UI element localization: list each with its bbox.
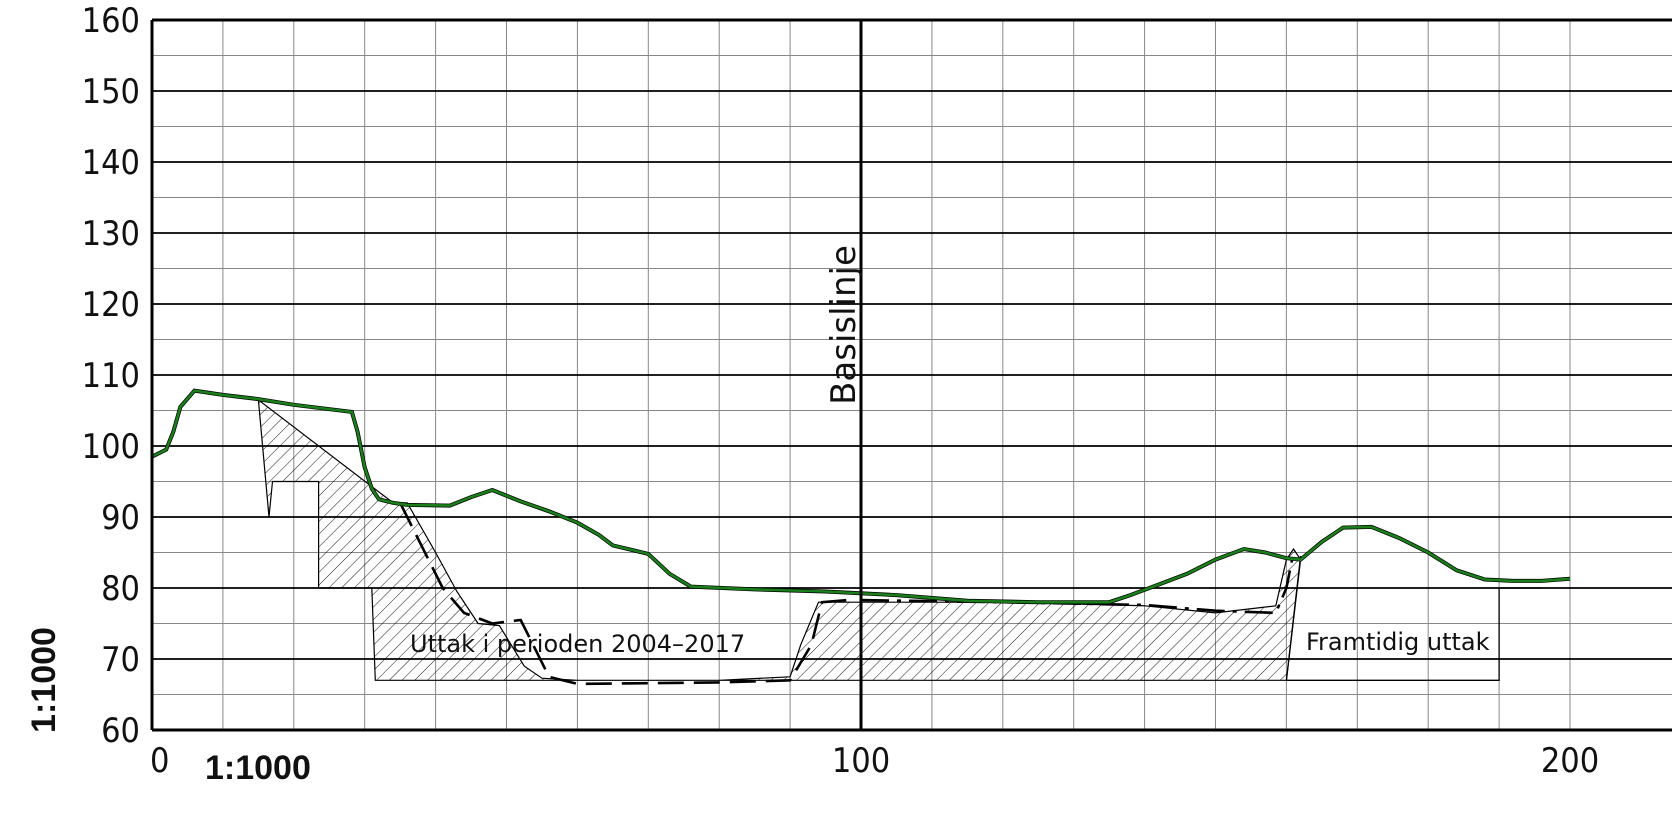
y-tick-label: 120	[82, 285, 140, 325]
x-tick-label: 100	[832, 741, 890, 781]
future-extraction-label: Framtidig uttak	[1306, 628, 1490, 656]
y-tick-label: 60	[101, 711, 140, 751]
y-tick-label: 100	[82, 427, 140, 467]
past-extraction-label: Uttak i perioden 2004–2017	[410, 630, 745, 658]
y-tick-labels: 60 70 80 90 100 110 120 130 140 150 160	[82, 1, 140, 751]
x-tick-label: 0	[150, 741, 169, 781]
y-tick-label: 90	[101, 498, 140, 538]
y-tick-label: 70	[101, 640, 140, 680]
y-tick-label: 130	[82, 214, 140, 254]
future-extraction-boundary	[1285, 555, 1542, 681]
vertical-scale-label: 1:1000	[25, 627, 63, 733]
x-tick-label: 200	[1541, 741, 1599, 781]
x-tick-labels: 0 100 200	[150, 741, 1599, 781]
y-tick-label: 160	[82, 1, 140, 41]
dashed-profile-2004	[398, 502, 847, 686]
y-tick-label: 80	[101, 569, 140, 609]
horizontal-scale-label: 1:1000	[205, 749, 311, 787]
terrain-current-profile	[152, 389, 1571, 604]
y-tick-label: 140	[82, 143, 140, 183]
y-tick-label: 110	[82, 356, 140, 396]
dashdot-profile-future	[860, 552, 1295, 615]
y-tick-label: 150	[82, 72, 140, 112]
baseline-label: Basislinje	[824, 245, 864, 405]
